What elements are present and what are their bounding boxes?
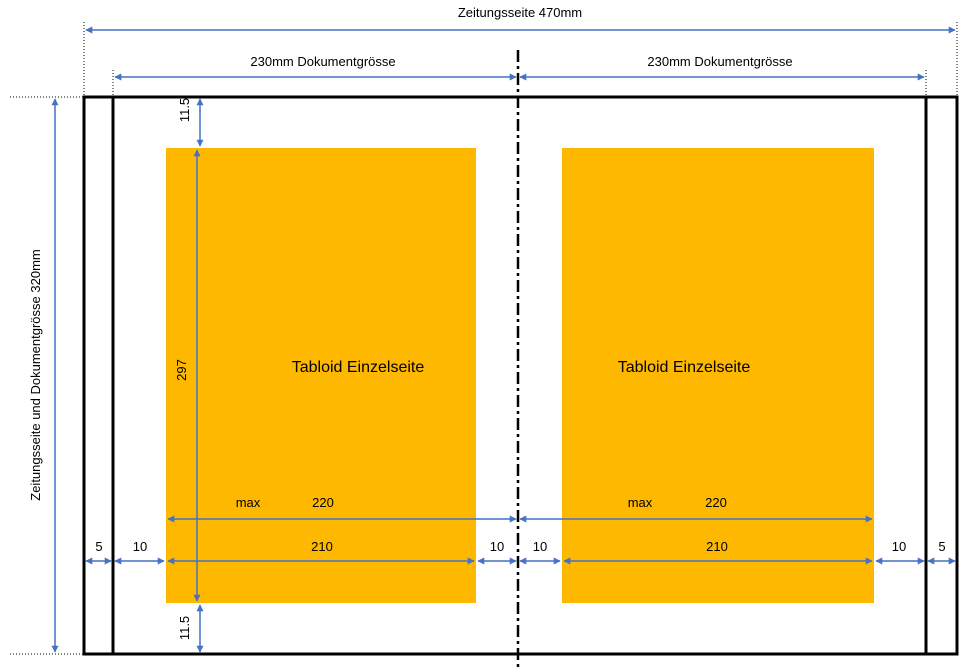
tabloid-page-left <box>166 148 476 603</box>
newspaper-frame <box>82 95 959 656</box>
max-right-label: max <box>628 495 653 510</box>
edge-left-label: 5 <box>95 539 102 554</box>
doc-right-label: 230mm Dokumentgrösse <box>647 54 792 69</box>
page-left-title: Tabloid Einzelseite <box>292 359 425 376</box>
max-right-value: 220 <box>705 495 727 510</box>
margin-l2-label: 10 <box>490 539 504 554</box>
max-left-value: 220 <box>312 495 334 510</box>
margin-r1-label: 10 <box>533 539 547 554</box>
max-left-label: max <box>236 495 261 510</box>
width-right-label: 210 <box>706 539 728 554</box>
edge-right-label: 5 <box>938 539 945 554</box>
margin-r2-label: 10 <box>892 539 906 554</box>
extension-lines <box>10 22 958 655</box>
margin-l1-label: 10 <box>133 539 147 554</box>
tabloid-page-right <box>562 148 874 603</box>
page-height-label: 297 <box>174 359 189 381</box>
page-right-title: Tabloid Einzelseite <box>618 359 751 376</box>
doc-left-label: 230mm Dokumentgrösse <box>250 54 395 69</box>
bottom-margin-label: 11.5 <box>177 616 192 640</box>
dimension-arrows <box>51 26 956 653</box>
vertical-size-label: Zeitungsseite und Dokumentgrösse 320mm <box>28 249 43 500</box>
width-left-label: 210 <box>311 539 333 554</box>
title-label: Zeitungsseite 470mm <box>458 5 582 20</box>
top-margin-label: 11.5 <box>177 98 192 122</box>
